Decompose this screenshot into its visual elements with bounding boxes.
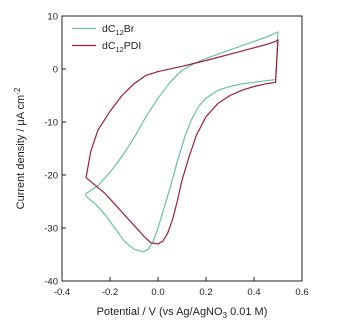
y-tick-label: -40 [44,277,58,288]
x-tick-label: -0.4 [54,287,70,298]
legend-label: dC12PDI [102,40,141,54]
series-line-1 [85,31,279,253]
y-tick-label: 10 [47,12,58,23]
y-tick-label: 0 [53,65,58,76]
x-tick-label: 0.4 [247,287,260,298]
legend: dC12Br dC12PDI [72,23,141,54]
ticks-layer: -0.4 -0.2 0.0 0.2 0.4 0.6 -40 -30 -20 -10 0 10 [44,12,308,299]
y-tick-label: -20 [44,171,58,182]
y-tick-label: -10 [44,118,58,129]
x-tick-label: -0.2 [102,287,118,298]
plot-frame [61,15,303,282]
x-tick-label: 0.2 [199,287,212,298]
legend-label: dC12Br [102,23,135,37]
x-tick-label: 0.0 [151,287,164,298]
y-tick-label: -30 [44,224,58,235]
x-tick-label: 0.6 [295,287,308,298]
x-axis-label: Potential / V (vs Ag/AgNO3 0.01 M) [97,306,268,320]
series-layer [85,31,279,253]
series-line-2 [85,39,279,245]
y-axis-label: Current density / μA cm-2 [13,87,27,209]
